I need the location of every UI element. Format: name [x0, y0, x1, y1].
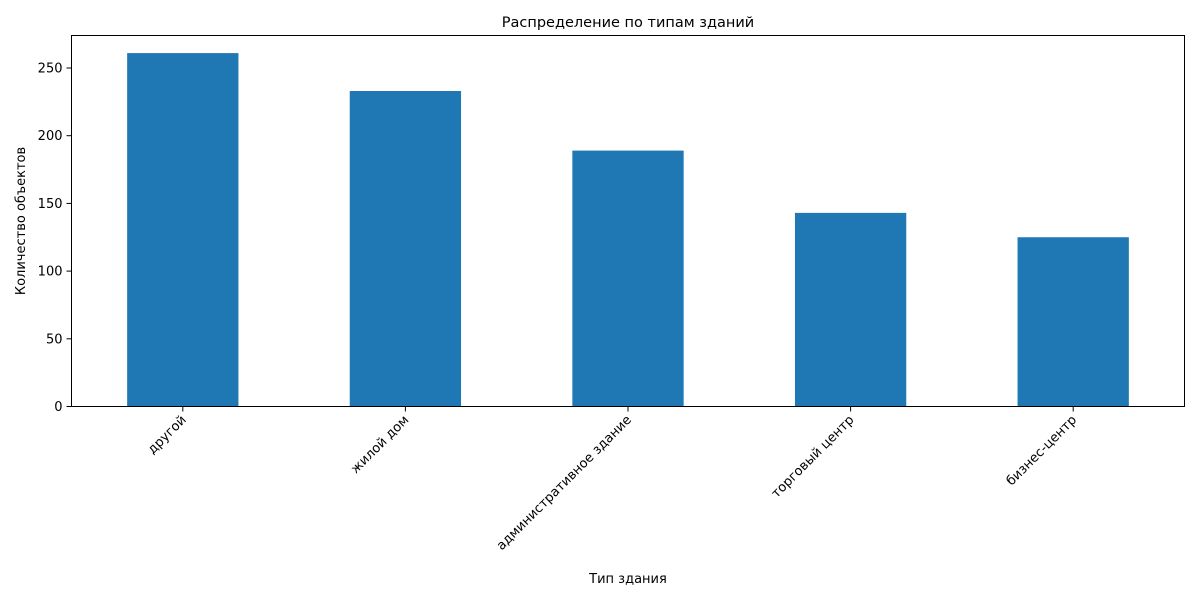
y-tick-label-1: 50: [46, 332, 63, 347]
y-axis-ticks: 0 50 100 150 200 250: [38, 61, 72, 415]
x-tick-label-2: административное здание: [494, 413, 635, 554]
bar-0: [127, 53, 239, 407]
bar-1: [349, 91, 462, 407]
x-tick-label-1: жилой дом: [348, 413, 412, 477]
x-tick-label-3: торговый центр: [769, 413, 858, 502]
x-axis-label: Тип здания: [588, 572, 667, 587]
x-tick-label-4: бизнес-центр: [1004, 413, 1080, 489]
bar-4: [1017, 237, 1129, 407]
y-tick-label-3: 150: [38, 197, 63, 212]
bar-2: [572, 150, 684, 407]
y-tick-label-0: 0: [54, 400, 62, 415]
y-tick-label-2: 100: [38, 265, 63, 280]
y-tick-label-4: 200: [38, 129, 63, 144]
chart-title: Распределение по типам зданий: [502, 15, 754, 31]
y-axis-label: Количество объектов: [14, 147, 29, 295]
plot-frame: [71, 35, 1185, 407]
bars-group: [127, 53, 1129, 407]
x-axis-ticks: другой жилой дом административное здание то…: [145, 406, 1080, 554]
y-tick-label-5: 250: [38, 61, 63, 76]
bar-3: [794, 212, 907, 407]
x-tick-label-0: другой: [145, 413, 190, 458]
